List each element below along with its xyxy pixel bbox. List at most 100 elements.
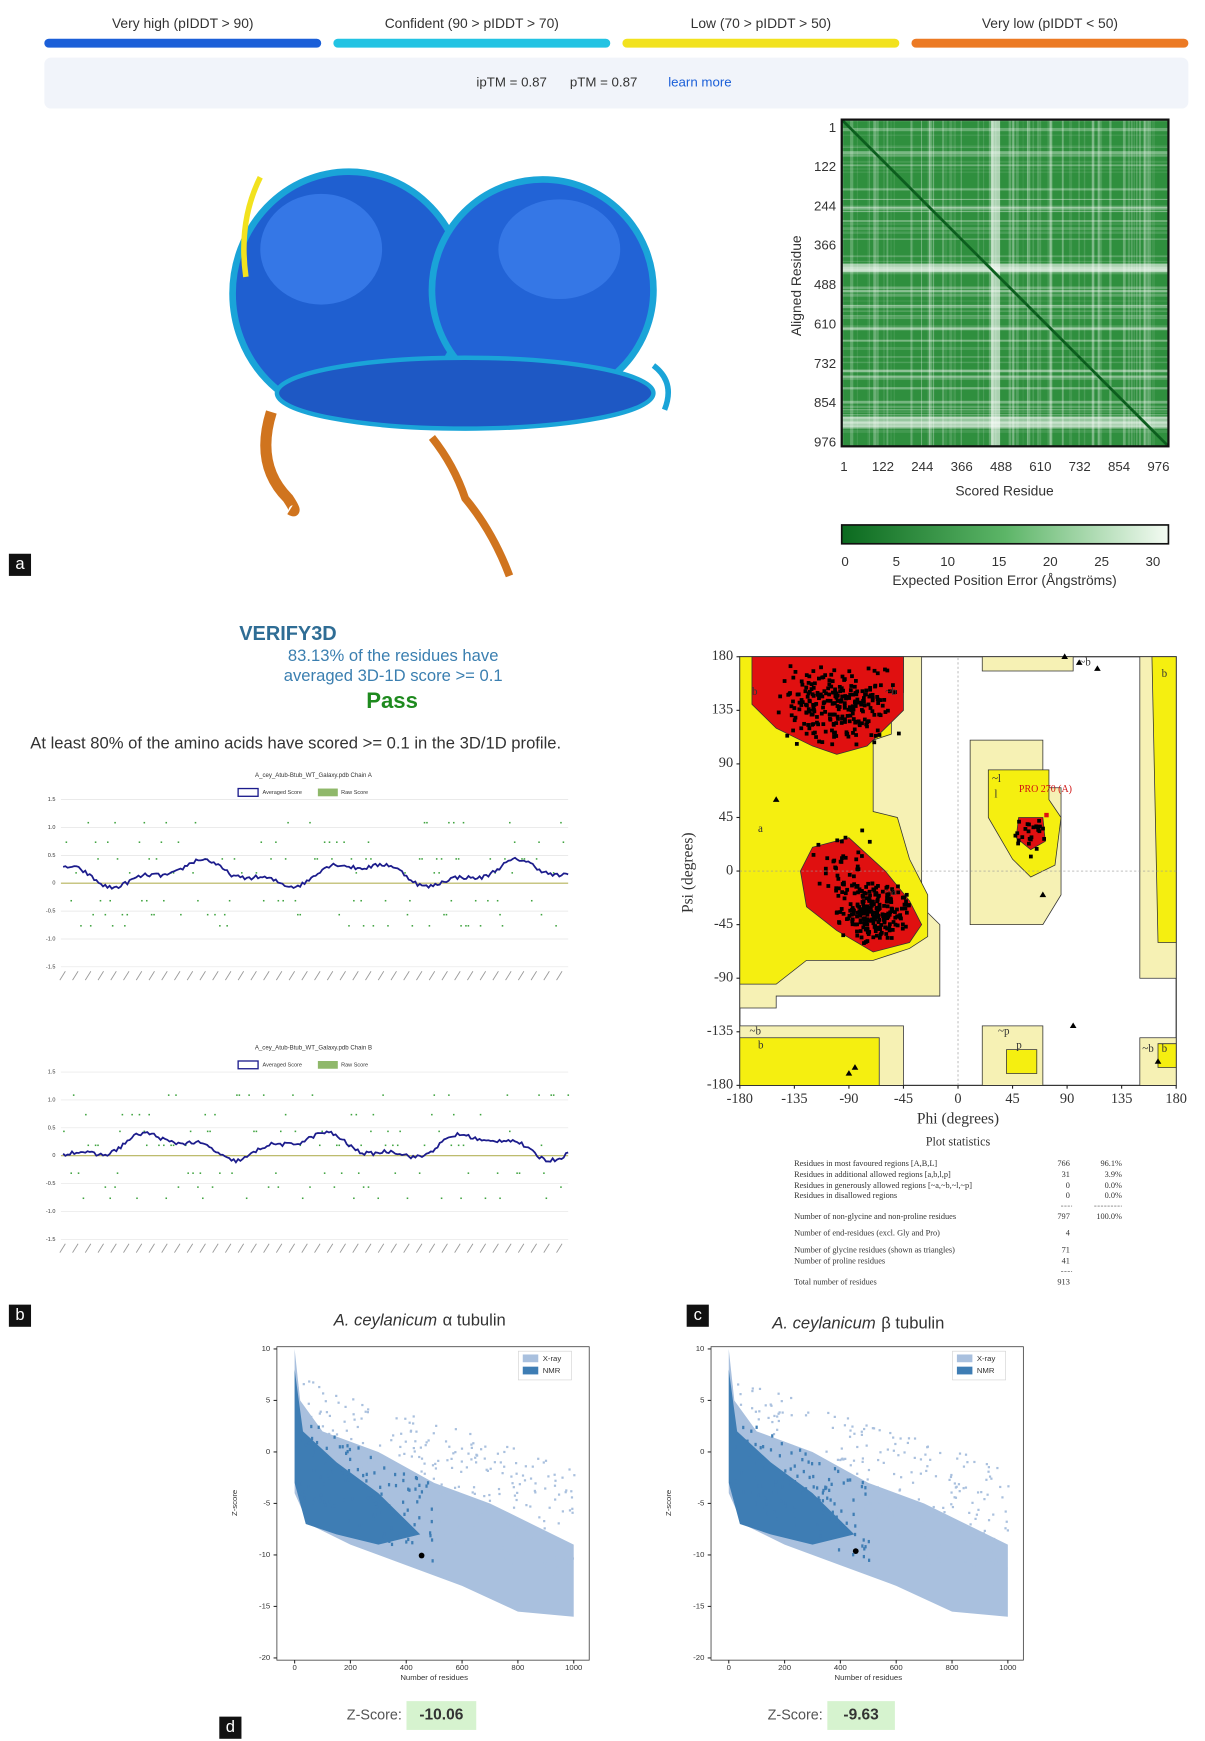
raw-score-dot bbox=[418, 1172, 421, 1174]
stats-cell: 41 bbox=[1062, 1256, 1070, 1265]
raw-score-dot bbox=[457, 858, 460, 860]
residue-point bbox=[813, 681, 817, 686]
xray-dot bbox=[982, 1532, 985, 1535]
pae-stripe bbox=[841, 272, 1169, 275]
nmr-dot bbox=[301, 1438, 304, 1443]
xray-dot bbox=[478, 1521, 481, 1524]
nmr-dot bbox=[829, 1498, 832, 1502]
nmr-dot bbox=[346, 1444, 349, 1448]
xray-dot bbox=[402, 1483, 406, 1486]
raw-score-dot bbox=[499, 1197, 501, 1200]
x-tick bbox=[225, 971, 232, 981]
xray-dot bbox=[977, 1508, 980, 1511]
raw-score-dot bbox=[499, 913, 501, 916]
raw-score-dot bbox=[560, 1186, 562, 1188]
legend-swatch bbox=[317, 1060, 338, 1069]
residue-point bbox=[867, 909, 872, 914]
raw-score-dot bbox=[392, 1144, 394, 1147]
xray-dot bbox=[547, 1475, 550, 1478]
nmr-dot bbox=[303, 1490, 306, 1494]
pae-stripe bbox=[1091, 119, 1095, 447]
xray-dot bbox=[366, 1411, 369, 1414]
residue-point bbox=[782, 679, 787, 683]
xray-dot bbox=[414, 1520, 417, 1523]
nmr-dot bbox=[825, 1486, 828, 1490]
residue-point bbox=[848, 902, 853, 906]
pae-stripe bbox=[1143, 119, 1146, 447]
pae-stripe bbox=[1122, 119, 1126, 447]
x-tick bbox=[263, 1243, 270, 1253]
pae-stripe bbox=[841, 339, 1169, 342]
xray-dot bbox=[456, 1524, 459, 1528]
residue-point bbox=[882, 916, 886, 921]
raw-score-dot bbox=[262, 1094, 265, 1096]
xray-dot bbox=[529, 1505, 532, 1508]
residue-point bbox=[872, 712, 877, 717]
verify3d-y-tick-label: 1.5 bbox=[48, 1070, 56, 1076]
xray-dot bbox=[529, 1477, 533, 1480]
xray-dot bbox=[337, 1401, 340, 1404]
residue-point bbox=[895, 907, 899, 912]
xray-dot bbox=[351, 1446, 354, 1449]
xray-dot bbox=[403, 1481, 406, 1484]
xray-dot bbox=[876, 1486, 879, 1489]
residue-point bbox=[842, 882, 846, 887]
xray-dot bbox=[557, 1522, 560, 1525]
raw-score-dot bbox=[82, 1197, 85, 1200]
residue-point bbox=[890, 907, 895, 911]
xray-dot bbox=[360, 1466, 363, 1469]
stats-cell: Number of glycine residues (shown as tri… bbox=[794, 1245, 955, 1254]
phi-tick-label: -90 bbox=[839, 1091, 858, 1107]
residue-point bbox=[852, 908, 856, 913]
raw-score-dot bbox=[372, 925, 375, 927]
xray-dot bbox=[872, 1427, 876, 1430]
xray-dot bbox=[991, 1584, 994, 1587]
raw-score-dot bbox=[131, 1113, 133, 1116]
residue-point bbox=[868, 693, 873, 698]
pae-diagonal bbox=[840, 118, 1170, 448]
learn-more-link[interactable]: learn more bbox=[668, 75, 731, 90]
residue-point bbox=[855, 867, 860, 872]
residue-point bbox=[827, 682, 832, 687]
xray-dot bbox=[994, 1560, 998, 1563]
xray-dot bbox=[987, 1519, 991, 1522]
raw-score-dot bbox=[445, 913, 448, 916]
residue-point bbox=[835, 714, 840, 719]
nmr-dot bbox=[348, 1481, 351, 1485]
xray-dot bbox=[515, 1472, 518, 1475]
residue-point bbox=[846, 707, 851, 712]
y-tick-label: 10 bbox=[696, 1344, 705, 1353]
xray-dot bbox=[937, 1557, 941, 1560]
residue-point bbox=[821, 675, 826, 680]
xray-dot bbox=[328, 1414, 331, 1418]
x-tick bbox=[275, 1243, 283, 1253]
xray-dot bbox=[471, 1491, 474, 1494]
xray-dot bbox=[922, 1519, 925, 1522]
residue-point bbox=[875, 695, 880, 699]
raw-score-dot bbox=[160, 841, 163, 843]
x-tick bbox=[250, 971, 257, 981]
nmr-dot bbox=[328, 1500, 331, 1504]
raw-score-dot bbox=[206, 913, 209, 916]
pae-stripe bbox=[841, 304, 1169, 306]
xray-dot bbox=[865, 1502, 868, 1505]
pae-stripe bbox=[841, 356, 1169, 358]
pae-stripe bbox=[882, 119, 885, 447]
raw-score-dot bbox=[114, 821, 116, 824]
raw-score-dot bbox=[145, 1144, 148, 1147]
raw-score-dot bbox=[202, 1197, 204, 1200]
raw-score-dot bbox=[63, 1130, 65, 1133]
xray-dot bbox=[308, 1426, 311, 1429]
xray-dot bbox=[382, 1479, 385, 1483]
residue-point bbox=[817, 881, 822, 886]
raw-score-dot bbox=[177, 1186, 180, 1188]
xray-dot bbox=[878, 1501, 882, 1504]
residue-point bbox=[876, 701, 881, 705]
pae-x-tick-label: 122 bbox=[872, 459, 894, 474]
pae-stripe bbox=[1139, 119, 1141, 447]
pae-stripe bbox=[1143, 119, 1147, 447]
nmr-dot bbox=[300, 1481, 303, 1486]
xray-dot bbox=[783, 1459, 786, 1462]
allowed-region bbox=[1006, 1049, 1038, 1074]
